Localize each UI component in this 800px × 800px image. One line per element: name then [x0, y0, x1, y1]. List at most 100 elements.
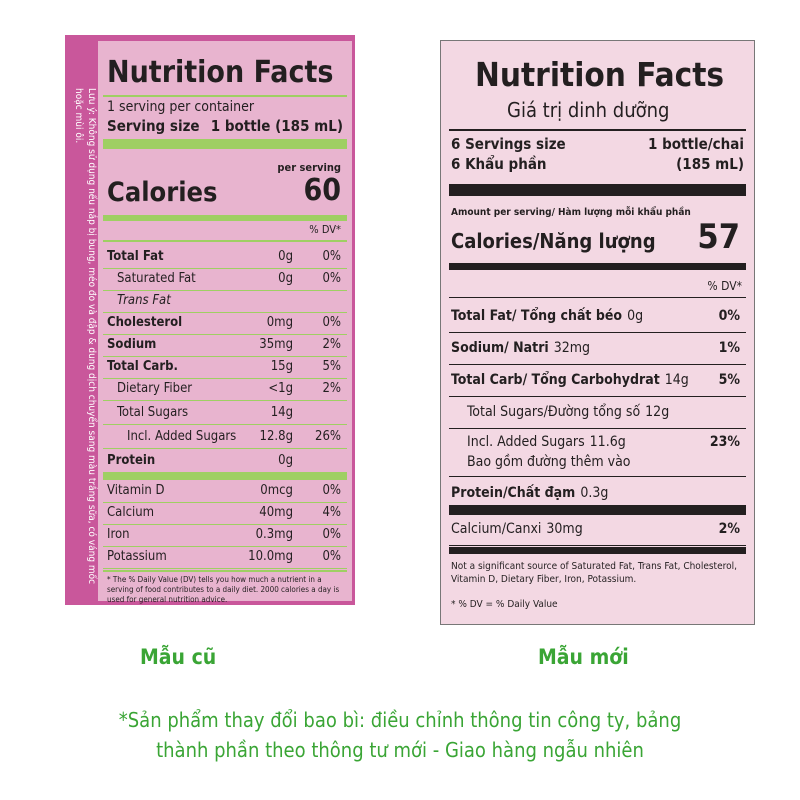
nutrient-name: Total Sugars/Đường tổng số	[467, 404, 641, 420]
nutrient-dv: 0%	[322, 271, 341, 286]
nutrient-name: Potassium	[107, 549, 167, 564]
nutrient-name: Cholesterol	[107, 315, 183, 330]
nutrient-dv: 5%	[718, 372, 740, 388]
nutrient-name: Total Fat	[107, 249, 164, 264]
nutrient-amount: 0mcg	[260, 483, 293, 498]
nutrient-row: Protein/Chất đạm 0.3g	[451, 485, 608, 501]
rule	[449, 364, 746, 365]
rule	[103, 472, 347, 480]
nutrient-row: Incl. Added Sugars 11.6g	[467, 434, 626, 450]
rule	[103, 312, 347, 313]
nutrient-name: Incl. Added Sugars	[467, 434, 585, 450]
rule	[103, 356, 347, 357]
rule	[449, 396, 746, 397]
rule	[103, 568, 347, 569]
nutrient-amount: 40mg	[259, 505, 293, 520]
subtitle: Giá trị dinh dưỡng	[507, 98, 670, 122]
nutrient-amount: 0g	[278, 249, 293, 264]
nutrient-amount: 14g	[664, 372, 689, 388]
rule	[103, 378, 347, 379]
side-note: Lưu ý: Không sử dụng nếu nắp bị bung, mé…	[73, 88, 97, 585]
nutrient-amount: 32mg	[553, 340, 591, 356]
calories-value: 60	[303, 173, 341, 208]
nutrient-row: Total Sugars/Đường tổng số 12g	[467, 404, 669, 420]
nutrient-dv: 0%	[322, 549, 341, 564]
rule	[103, 268, 347, 269]
nutrient-amount: 12.8g	[259, 429, 293, 444]
nutrient-name: Total Carb.	[107, 359, 178, 374]
title: Nutrition Facts	[475, 55, 725, 94]
calories-label: Calories	[107, 177, 218, 208]
nutrient-dv: 4%	[322, 505, 341, 520]
nutrient-dv: 1%	[718, 340, 740, 356]
servings-label-vi: 6 Khẩu phần	[451, 155, 547, 173]
nutrient-name: Trans Fat	[117, 293, 171, 308]
per-serving: per serving	[277, 161, 341, 174]
serving-size-ml: (185 mL)	[676, 155, 744, 173]
nutrient-amount: 0mg	[266, 315, 293, 330]
footer-line: thành phần theo thông tư mới - Giao hàng…	[156, 738, 644, 762]
nutrient-name: Dietary Fiber	[117, 381, 193, 396]
rule	[449, 129, 746, 131]
footnote: * The % Daily Value (DV) tells you how m…	[107, 575, 340, 604]
rule	[449, 263, 746, 270]
rule	[449, 547, 746, 554]
serving-size-value: 1 bottle/chai	[648, 135, 744, 153]
nutrient-name: Total Carb/ Tổng Carbohydrat	[451, 372, 660, 388]
rule	[103, 448, 347, 449]
nutrient-amount: 12g	[645, 404, 670, 420]
new-label: Nutrition Facts Giá trị dinh dưỡng 6 Servi…	[440, 40, 755, 625]
nutrient-amount: <1g	[268, 381, 293, 396]
old-label: Lưu ý: Không sử dụng nếu nắp bị bung, mé…	[65, 35, 355, 605]
caption-old: Mẫu cũ	[140, 645, 217, 669]
servings-label: 6 Servings size	[451, 135, 566, 153]
nutrient-amount: 0.3mg	[255, 527, 293, 542]
rule	[103, 215, 347, 221]
title: Nutrition Facts	[107, 55, 334, 90]
nutrient-dv: 0%	[322, 249, 341, 264]
servings: 1 serving per container	[107, 99, 255, 115]
nutrient-name: Sodium/ Natri	[451, 340, 549, 356]
nutrient-amount: 0g	[627, 308, 644, 324]
rule	[103, 139, 347, 149]
serving-size-label: Serving size	[107, 117, 200, 135]
nutrient-row: Sodium/ Natri 32mg	[451, 340, 590, 356]
rule	[103, 570, 347, 572]
nutrient-name: Incl. Added Sugars	[127, 429, 237, 444]
rule	[449, 505, 746, 515]
calories-label: Calories/Năng lượng	[451, 229, 656, 253]
nutrient-row: Calcium/Canxi 30mg	[451, 521, 583, 537]
dv-header: % DV*	[707, 279, 742, 293]
calories-value: 57	[697, 217, 740, 257]
serving-size-value: 1 bottle (185 mL)	[210, 117, 343, 135]
rule	[103, 240, 347, 242]
nutrient-row: Total Carb/ Tổng Carbohydrat 14g	[451, 372, 689, 388]
nutrient-dv: 0%	[322, 483, 341, 498]
rule	[449, 297, 746, 298]
nutrient-dv: 5%	[322, 359, 341, 374]
caption-new: Mẫu mới	[538, 645, 629, 669]
nutrient-amount: 30mg	[546, 521, 583, 537]
nutrient-row: Total Fat/ Tổng chất béo 0g	[451, 308, 643, 324]
nutrient-sub: Bao gồm đường thêm vào	[467, 454, 631, 470]
rule	[103, 524, 347, 525]
amount-per-serving: Amount per serving/ Hàm lượng mỗi khẩu p…	[451, 207, 691, 218]
nutrient-name: Calcium	[107, 505, 155, 520]
nutrient-amount: 35mg	[259, 337, 293, 352]
nutrient-amount: 15g	[270, 359, 293, 374]
dv-header: % DV*	[309, 223, 341, 236]
nutrient-name: Protein	[107, 453, 156, 468]
nutrient-dv: 26%	[315, 429, 341, 444]
rule	[449, 476, 746, 477]
nutrient-dv: 23%	[709, 434, 740, 450]
nutrient-amount: 14g	[270, 405, 293, 420]
nutrient-name: Iron	[107, 527, 130, 542]
nutrient-dv: 0%	[322, 315, 341, 330]
nutrient-name: Total Sugars	[117, 405, 189, 420]
nutrient-dv: 0%	[718, 308, 740, 324]
nutrient-amount: 0.3g	[580, 485, 609, 501]
dv-note: * % DV = % Daily Value	[451, 599, 558, 610]
nutrient-dv: 2%	[322, 381, 341, 396]
nutrient-amount: 0g	[278, 271, 293, 286]
